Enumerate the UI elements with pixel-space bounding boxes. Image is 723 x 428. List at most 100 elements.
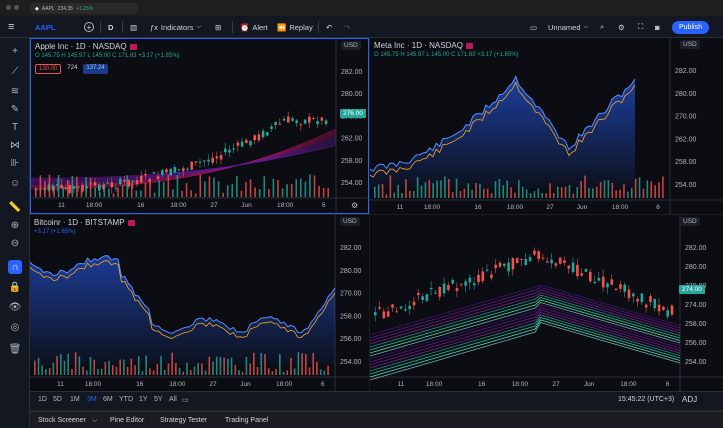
apple-chart-canvas[interactable]: 282.00 280.00 276.00 262.00 258.00 254.00 11 18… <box>31 39 367 212</box>
delete-tool[interactable]: 🗑 <box>8 342 22 356</box>
layout-name[interactable]: Unnamed ⌵ <box>548 16 588 38</box>
chart-pane-meta[interactable]: 282.00 280.00 270.00 262.00 258.00 254.00 11 18… <box>370 38 723 214</box>
range-1y[interactable]: 1Y <box>139 396 148 403</box>
candle-body <box>278 123 282 125</box>
range-3m[interactable]: 3M <box>87 396 97 403</box>
clock-display[interactable]: 15:45:22 (UTC+3) <box>618 396 675 403</box>
measure-icon: ⊪ <box>10 157 20 169</box>
range-ytd[interactable]: YTD <box>119 396 133 403</box>
tab-strategy-tester[interactable]: Strategy Tester <box>160 417 207 424</box>
range-5y[interactable]: 5Y <box>154 396 163 403</box>
currency-selector[interactable]: USD <box>340 217 360 226</box>
volume-bar <box>416 177 419 198</box>
candle-body <box>324 120 328 125</box>
chart-type-button[interactable]: ▥ <box>130 16 137 38</box>
brush-tool[interactable]: ✎ <box>8 102 22 116</box>
indicators-button[interactable]: ƒx Indicators ⌵ <box>150 16 201 38</box>
layout-name-label: Unnamed <box>548 22 581 32</box>
range-6m[interactable]: 6M <box>103 396 113 403</box>
chevron-down-icon[interactable]: ⌵ <box>92 417 98 424</box>
y-tick-label: 282.00 <box>675 68 697 75</box>
volume-bar <box>175 363 177 375</box>
text-tool[interactable]: T <box>8 120 22 134</box>
chart-pane-apple[interactable]: 282.00 280.00 276.00 262.00 258.00 254.00 11 18… <box>30 38 369 214</box>
tab-trading-panel[interactable]: Trading Panel <box>225 417 269 424</box>
hide-drawings-tool[interactable]: 👁 <box>8 300 22 314</box>
undo-button[interactable]: ↶ <box>326 16 332 38</box>
snapshot-button[interactable]: ◙ <box>655 16 660 38</box>
adjust-toggle[interactable]: ADJ <box>682 395 698 404</box>
trendline-tool[interactable]: ⟋ <box>8 64 22 78</box>
currency-selector[interactable]: USD <box>341 41 361 50</box>
publish-button[interactable]: Publish <box>672 16 709 38</box>
zoom-out-icon: ⊖ <box>10 237 20 249</box>
volume-bar <box>213 177 215 197</box>
chevron-down-icon: ⌵ <box>196 23 202 30</box>
zoom-out-tool[interactable]: ⊖ <box>8 236 22 250</box>
settings-gear-icon[interactable]: ⚙ <box>351 201 359 210</box>
symbol-search[interactable]: AAPL <box>35 16 55 38</box>
tab-symbol: AAPL <box>41 5 55 12</box>
x-tick-label: 27 <box>552 381 560 388</box>
redo-button[interactable]: ↷ <box>344 16 350 38</box>
ribbon-line <box>370 299 681 354</box>
lock-drawings-tool[interactable]: 🔒 <box>8 280 22 294</box>
interval-button[interactable]: D <box>108 16 113 38</box>
pattern-tool[interactable]: ⋈ <box>8 138 22 152</box>
candle-body <box>215 156 219 159</box>
volume-bar <box>48 368 51 375</box>
replay-button[interactable]: ⏪ Replay <box>277 16 313 38</box>
volume-bar <box>172 189 174 197</box>
volume-bar <box>89 177 92 197</box>
volume-bar <box>494 181 497 198</box>
bitcoin-chart-canvas[interactable]: 282.00 280.00 270.00 258.00 256.00 254.00 11 18… <box>30 215 369 391</box>
ruler-icon: 📏 <box>8 201 22 213</box>
compare-button[interactable]: + <box>84 16 94 38</box>
candle-body <box>464 281 467 286</box>
browser-tab[interactable]: ◆ AAPL 234.35 +1.25% <box>30 3 138 14</box>
candle-body <box>472 283 476 286</box>
magnet-tool[interactable]: ∩ <box>8 260 22 274</box>
search-button[interactable]: ⌕ <box>600 16 604 38</box>
range-1m[interactable]: 1M <box>70 396 80 403</box>
templates-button[interactable]: ⊞ <box>215 16 221 38</box>
text-icon: T <box>11 121 19 133</box>
alert-button[interactable]: ⏰ Alert <box>240 16 268 38</box>
currency-selector[interactable]: USD <box>680 217 700 226</box>
volume-bar <box>385 194 388 198</box>
volume-bar <box>193 366 196 375</box>
chart-pane-ribbon[interactable]: 282.00280.00270.00274.00258.00256.00254.… <box>370 215 723 391</box>
ribbon-chart-canvas[interactable]: 282.00280.00270.00274.00258.00256.00254.… <box>370 215 723 391</box>
crosshair-tool[interactable]: + <box>8 44 22 58</box>
goto-date-icon[interactable]: ▭ <box>182 397 189 404</box>
range-1d[interactable]: 1D <box>38 396 47 403</box>
chart-pane-bitcoin[interactable]: 282.00 280.00 270.00 258.00 256.00 254.00 11 18… <box>30 215 369 391</box>
volume-bar <box>313 175 316 197</box>
menu-button[interactable]: ≡ <box>8 16 14 38</box>
zoom-in-tool[interactable]: ⊕ <box>8 218 22 232</box>
volume-bar <box>634 178 637 198</box>
undo-icon: ↶ <box>326 22 333 32</box>
fib-tool[interactable]: ≋ <box>8 84 22 98</box>
meta-chart-canvas[interactable]: 282.00 280.00 270.00 262.00 258.00 254.00 11 18… <box>370 38 723 214</box>
layout-button[interactable]: ▭ <box>530 16 537 38</box>
close-dot-icon[interactable] <box>6 5 11 10</box>
y-tick-label: 256.00 <box>685 340 707 347</box>
volume-bar <box>409 190 411 198</box>
measure-tool[interactable]: ⊪ <box>8 156 22 170</box>
fullscreen-button[interactable]: ⛶ <box>638 16 643 38</box>
settings-button[interactable]: ⚙ <box>618 16 625 38</box>
minimize-dot-icon[interactable] <box>14 5 19 10</box>
tab-pine-editor[interactable]: Pine Editor <box>110 417 145 424</box>
x-tick-label: Jun <box>577 204 588 211</box>
tab-stock-screener[interactable]: Stock Screener <box>38 417 86 424</box>
currency-selector[interactable]: USD <box>680 40 700 49</box>
visibility-tool[interactable]: ◎ <box>8 320 22 334</box>
range-all[interactable]: All <box>169 396 177 403</box>
volume-bar <box>97 368 99 375</box>
range-5d[interactable]: 5D <box>53 396 62 403</box>
emoji-tool[interactable]: ☺ <box>8 176 22 190</box>
ruler-tool[interactable]: 📏 <box>8 200 22 214</box>
volume-bar <box>230 357 233 375</box>
candle-body <box>670 305 674 315</box>
